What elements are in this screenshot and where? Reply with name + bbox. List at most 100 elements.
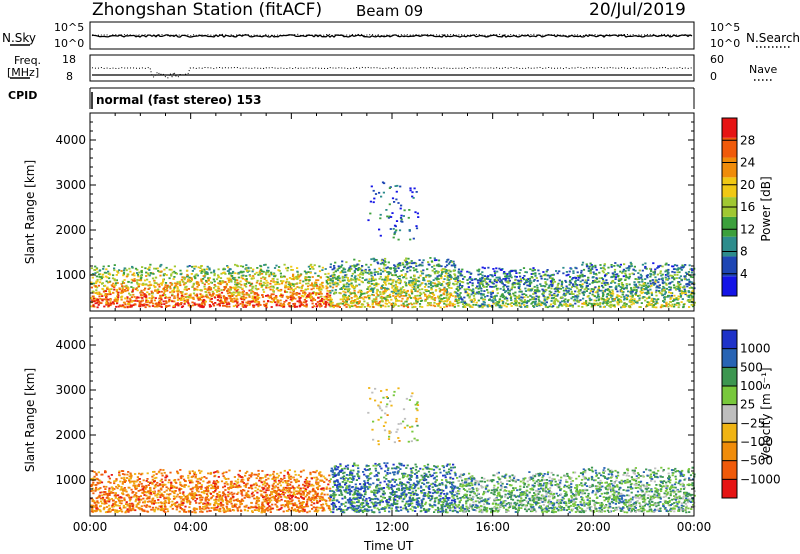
velocity-echo-cell [317, 483, 320, 486]
power-echo-cell [478, 285, 481, 288]
velocity-echo-cell [90, 490, 93, 492]
power-echo-cell [347, 269, 350, 272]
power-echo-cell [334, 270, 337, 273]
power-echo-cell [677, 286, 680, 289]
power-echo-cell [398, 278, 401, 280]
power-echo-cell [283, 301, 286, 303]
power-echo-cell [387, 282, 391, 285]
power-echo-cell [267, 266, 270, 269]
power-echo-cell [255, 271, 258, 274]
power-echo-cell [669, 304, 672, 307]
power-echo-cell [372, 258, 375, 260]
power-echo-cell [245, 293, 248, 296]
power-echo-cell [534, 272, 537, 275]
power-echo-cell [519, 288, 522, 291]
power-echo-cell [272, 293, 275, 296]
power-echo-cell [326, 301, 329, 304]
power-echo-cell [655, 286, 658, 289]
power-echo-cell [637, 295, 640, 297]
power-echo-cell [387, 272, 390, 275]
power-echo-cell [427, 302, 430, 304]
power-echo-cell [396, 294, 400, 297]
power-echo-cell [234, 299, 237, 302]
power-echo-cell [476, 285, 479, 288]
power-echo-cell [664, 270, 667, 273]
power-echo-cell [337, 265, 340, 268]
power-echo-cell [506, 277, 509, 280]
power-echo-cell [306, 279, 309, 281]
power-echo-cell [281, 276, 284, 278]
power-echo-cell [360, 303, 363, 306]
power-echo-cell [207, 277, 210, 280]
power-echo-cell [132, 304, 135, 307]
power-echo-cell [210, 297, 213, 300]
velocity-echo-cell [223, 482, 226, 485]
power-echo-cell [691, 290, 694, 292]
power-echo-cell [658, 291, 661, 294]
power-echo-cell [598, 303, 601, 306]
power-echo-cell [246, 302, 249, 304]
power-echo-cell [502, 278, 505, 280]
power-echo-cell [647, 289, 650, 292]
power-echo-cell [482, 285, 485, 287]
power-echo-cell [641, 280, 644, 283]
power-echo-cell [452, 262, 456, 265]
power-echo-cell [196, 293, 199, 296]
power-echo-cell [195, 273, 198, 276]
power-echo-cell [556, 288, 559, 290]
power-echo-cell [360, 305, 363, 308]
power-echo-cell [122, 273, 125, 275]
velocity-echo-cell [315, 469, 318, 472]
power-echo-cell [136, 281, 139, 284]
power-echo-cell [459, 272, 462, 275]
power-echo-cell [542, 295, 545, 297]
power-echo-cell [583, 275, 586, 277]
power-echo-cell [577, 276, 580, 279]
power-echo-cell [163, 268, 166, 271]
power-echo-cell [338, 292, 341, 294]
power-echo-cell [414, 262, 418, 265]
power-echo-cell [253, 273, 257, 275]
power-echo-cell [513, 283, 516, 285]
power-echo-cell [447, 263, 451, 265]
power-echo-cell [248, 289, 251, 292]
power-echo-cell [590, 305, 593, 308]
power-echo-cell [400, 218, 403, 221]
power-echo-cell [691, 305, 695, 308]
power-echo-cell [300, 286, 304, 288]
power-echo-cell [682, 286, 685, 289]
power-echo-cell [417, 298, 420, 301]
velocity-echo-cell [179, 481, 182, 484]
power-echo-cell [433, 301, 436, 304]
power-echo-cell [533, 306, 536, 308]
power-echo-cell [297, 276, 300, 279]
power-echo-cell [686, 273, 689, 275]
power-echo-cell [432, 279, 435, 281]
power-echo-cell [328, 277, 331, 280]
power-echo-cell [463, 304, 466, 307]
power-echo-cell [298, 304, 301, 307]
velocity-echo-cell [203, 476, 206, 478]
power-echo-cell [317, 297, 320, 299]
power-echo-cell [446, 279, 449, 281]
power-echo-cell [425, 274, 428, 277]
power-echo-cell [623, 263, 626, 266]
power-echo-cell [463, 276, 466, 278]
power-echo-cell [259, 268, 262, 271]
power-echo-cell [574, 283, 577, 285]
power-echo-cell [453, 273, 456, 276]
power-echo-cell [380, 195, 383, 198]
velocity-echo-cell [235, 484, 238, 486]
power-echo-cell [439, 288, 442, 291]
power-echo-cell [190, 273, 193, 275]
power-echo-cell [488, 280, 491, 283]
power-echo-cell [394, 230, 397, 233]
power-echo-cell [345, 285, 348, 288]
power-echo-cell [197, 283, 200, 286]
power-echo-cell [507, 277, 510, 280]
power-echo-cell [537, 269, 540, 272]
power-echo-cell [295, 275, 298, 278]
power-echo-cell [684, 264, 687, 266]
power-echo-cell [96, 278, 99, 281]
